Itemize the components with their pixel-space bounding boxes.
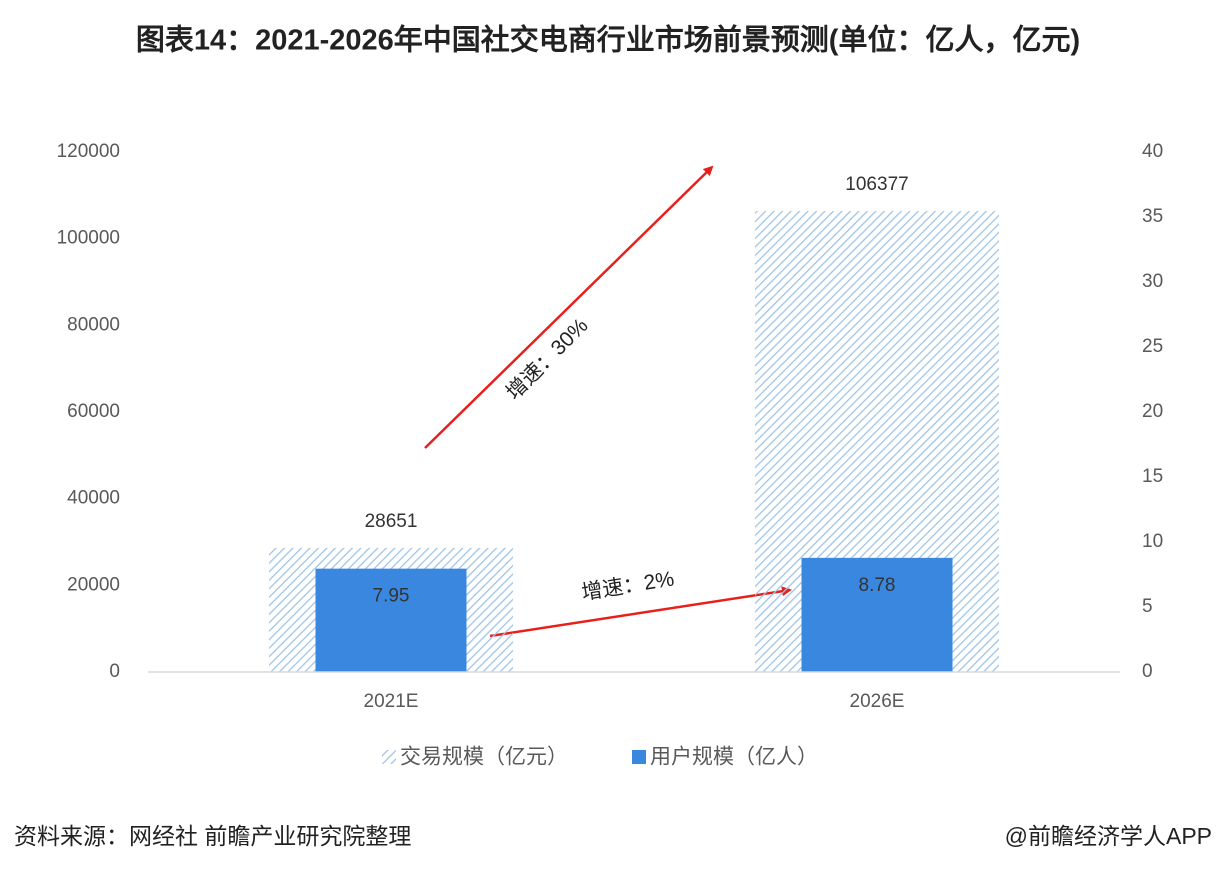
y-tick-label: 0: [109, 661, 120, 682]
x-tick-label: 2021E: [364, 691, 419, 712]
y-tick-label: 60000: [67, 401, 120, 422]
y-tick-label: 20000: [67, 574, 120, 595]
growth-arrow: [424, 165, 714, 449]
y2-tick-label: 20: [1142, 401, 1163, 422]
bar: [315, 568, 467, 672]
data-label: 8.78: [859, 575, 896, 596]
y2-tick-label: 25: [1142, 336, 1163, 357]
y2-tick-label: 40: [1142, 141, 1163, 162]
y-tick-label: 40000: [67, 488, 120, 509]
credit: @前瞻经济学人APP: [1005, 823, 1212, 849]
legend-label: 交易规模（亿元）: [400, 746, 568, 769]
bar: [801, 557, 953, 672]
y-tick-label: 100000: [57, 228, 120, 249]
y2-tick-label: 15: [1142, 466, 1163, 487]
data-label: 7.95: [373, 586, 410, 607]
chart-title: 图表14：2021-2026年中国社交电商行业市场前景预测(单位：亿人，亿元): [136, 23, 1080, 57]
legend-label: 用户规模（亿人）: [650, 746, 818, 769]
y2-tick-label: 0: [1142, 661, 1153, 682]
y2-tick-label: 30: [1142, 271, 1163, 292]
data-label: 28651: [365, 511, 418, 532]
growth-arrow: [489, 586, 792, 638]
y-tick-label: 80000: [67, 314, 120, 335]
y2-tick-label: 5: [1142, 596, 1153, 617]
source: 资料来源：网经社 前瞻产业研究院整理: [14, 823, 411, 849]
x-tick-label: 2026E: [850, 691, 905, 712]
y2-tick-label: 35: [1142, 206, 1163, 227]
annotation: 增速：2%: [580, 567, 676, 604]
legend-swatch: [382, 750, 396, 764]
data-label: 106377: [845, 174, 908, 195]
y-tick-label: 120000: [57, 141, 120, 162]
legend-swatch: [632, 750, 646, 764]
y2-tick-label: 10: [1142, 531, 1163, 552]
